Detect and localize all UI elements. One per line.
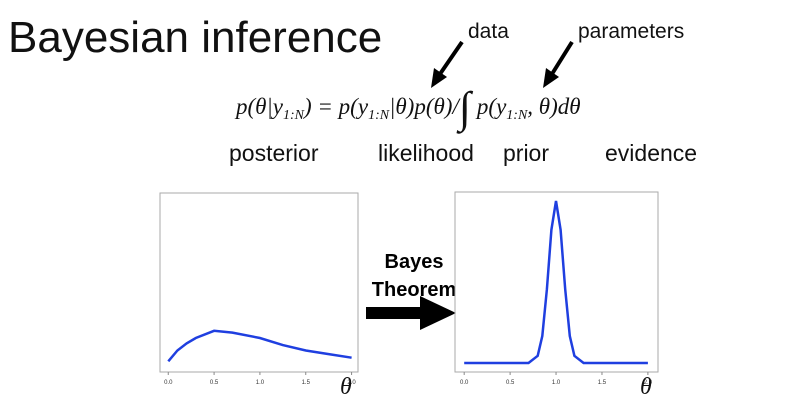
formula-part: ) = p(y [302, 94, 369, 119]
x-tick-label: 1.5 [302, 380, 311, 386]
x-tick-label: 1.5 [598, 380, 607, 386]
arrow-label: Theorem [372, 279, 456, 301]
curve [464, 200, 648, 365]
formula-label: prior [503, 140, 549, 166]
annotation-arrow [438, 40, 574, 76]
formula-subscript: 1:N [368, 108, 390, 123]
formula-label: evidence [605, 140, 697, 166]
integral: ∫ [456, 83, 474, 134]
formula-part: , θ)dθ [527, 94, 580, 119]
x-tick-label: 1.0 [552, 380, 561, 386]
arrow-label: Bayes [385, 251, 444, 273]
curve [167, 329, 352, 363]
plot-frame [454, 191, 659, 373]
annotation: parameters [578, 20, 684, 43]
annotation: data [468, 20, 509, 43]
x-tick-label: 2.0 [347, 380, 356, 386]
formula-part: p(θ|y [234, 94, 284, 119]
formula-subscript: 1:N [506, 108, 528, 123]
x-tick-label: 0.5 [210, 380, 219, 386]
formula: p(θ|y1:N) = p(y1:N|θ)p(θ)/∫ p(y1:N, θ)dθ [234, 83, 581, 134]
plot-frame [159, 192, 359, 373]
formula-subscript: 1:N [283, 108, 305, 123]
formula-part: |θ)p(θ)/ [389, 94, 461, 119]
x-tick-label: 0.0 [164, 380, 173, 386]
x-tick-label: 2.0 [644, 380, 653, 386]
x-axis-label: θ [640, 374, 652, 400]
x-tick-label: 1.0 [256, 380, 265, 386]
x-tick-label: 0.5 [506, 380, 515, 386]
x-tick-label: 0.0 [460, 380, 469, 386]
title: Bayesian inference [8, 13, 382, 62]
x-axis-label: θ [340, 374, 352, 400]
arrow-heads [431, 68, 559, 88]
formula-label: posterior [229, 140, 319, 166]
formula-part: p(y [475, 94, 507, 119]
formula-label: likelihood [378, 140, 474, 166]
big-arrow [366, 296, 456, 330]
